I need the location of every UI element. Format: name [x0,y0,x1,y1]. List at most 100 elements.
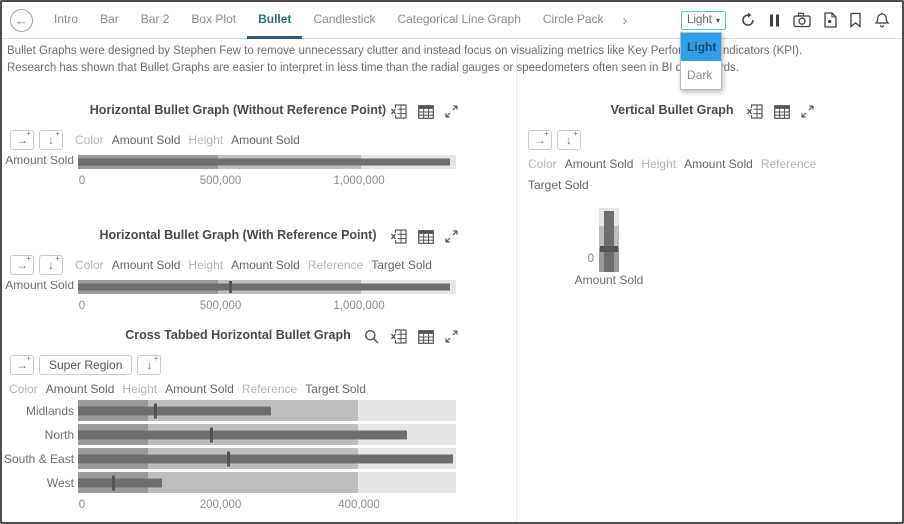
excel-export-icon[interactable] [390,329,407,344]
shelf-role-label[interactable]: Reference [241,382,298,396]
tab-box-plot[interactable]: Box Plot [191,11,237,26]
tab-bar[interactable]: Bar [100,11,119,26]
excel-export-icon[interactable] [746,104,763,119]
data-table-icon[interactable] [418,104,434,119]
shelf-field[interactable]: Amount Sold [231,132,300,147]
shelf-field[interactable]: Amount Sold [111,257,181,272]
row-label: South & East [4,451,75,466]
excel-export-icon[interactable] [390,104,407,119]
bullet-row: North [4,424,472,445]
shelf-role-label[interactable]: Height [641,157,677,171]
tab-intro[interactable]: Intro [54,11,79,26]
row-label: Midlands [25,403,74,418]
shelf-field[interactable]: Amount Sold [564,157,634,171]
maximize-icon[interactable] [445,230,458,243]
bullet-track[interactable] [78,472,456,493]
shelf-role-label[interactable]: Height [122,382,158,396]
notifications-icon[interactable] [874,12,890,28]
bullet-track[interactable] [78,155,456,169]
pause-icon[interactable] [768,13,781,28]
theme-option-dark[interactable]: Dark [687,67,713,82]
data-table-icon[interactable] [418,329,434,344]
shelf-role-label[interactable]: Color [75,257,104,272]
export-pdf-icon[interactable] [823,12,837,28]
shelf-line-1: Color Amount Sold Height Amount Sold Referen… [528,157,902,171]
axis: 0 500,000 1,000,000 [78,297,456,313]
axis-tick-label: 0 [78,499,86,511]
add-down-button[interactable]: ↓ + [137,354,162,375]
bullet-track[interactable] [78,400,456,421]
maximize-icon[interactable] [445,105,458,118]
toolbar-actions [740,12,890,28]
measure-bar [78,158,451,166]
tab-circle-pack[interactable]: Circle Pack [542,11,604,26]
panel-tools: → + Super Region ↓ + [10,354,162,375]
add-right-icon: → [16,132,28,147]
shelf-field[interactable]: Amount Sold [231,257,300,272]
shelf-field[interactable]: Target Sold [305,382,366,396]
bullet-track[interactable] [78,280,456,294]
axis-tick-label: 400,000 [338,499,380,511]
tab-categorical-line-graph[interactable]: Categorical Line Graph [397,11,521,26]
shelf-role-label[interactable]: Color [9,382,38,396]
add-down-button[interactable]: ↓ + [39,129,63,150]
excel-export-icon[interactable] [390,229,407,244]
add-down-button[interactable]: ↓ + [557,129,581,150]
camera-icon[interactable] [793,12,811,28]
reference-tick [153,403,157,418]
shelf-field[interactable]: Amount Sold [111,132,181,147]
shelf-role-label[interactable]: Height [188,132,224,147]
shelf-field[interactable]: Target Sold [528,178,589,192]
refresh-icon[interactable] [740,12,756,28]
bullet-track[interactable] [78,424,456,445]
shelf-role-label[interactable]: Height [188,257,224,272]
bullet-track[interactable] [78,448,456,469]
add-down-icon: ↓ [566,132,572,147]
panel-vertical-bullet: Vertical Bullet Graph → + ↓ + Color Amount S… [522,103,902,292]
theme-option-light[interactable]: Light [681,32,722,61]
add-down-icon: ↓ [48,257,54,272]
shelf-role-label[interactable]: Color [75,132,104,147]
add-down-button[interactable]: ↓ + [39,254,63,275]
shelf-field[interactable]: Amount Sold [165,382,234,396]
tab-bullet[interactable]: Bullet [247,2,303,39]
back-button[interactable]: ← [10,8,33,32]
panel-icons [364,329,458,344]
shelf-field[interactable]: Target Sold [371,257,432,272]
shelf-field[interactable]: Amount Sold [684,157,753,171]
add-right-button[interactable]: → + [10,354,34,375]
shelf-line-2: Target Sold [528,178,902,192]
axis-tick-label: 0 [78,300,86,312]
reference-tick [227,451,230,466]
shelf-role-label[interactable]: Reference [760,157,817,171]
reference-tick [600,246,618,253]
grouping-chip[interactable]: Super Region [39,354,133,375]
row-label: Amount Sold [5,155,74,167]
bookmark-icon[interactable] [849,12,862,28]
shelf-field[interactable]: Amount Sold [45,382,115,396]
rows: Amount Sold [4,279,472,295]
add-right-button[interactable]: → + [528,129,552,150]
vertical-track[interactable] [599,208,619,272]
more-tabs-chevron-icon[interactable]: › [622,12,628,28]
data-table-icon[interactable] [774,104,790,119]
shelf-role-label[interactable]: Color [528,157,557,171]
add-right-button[interactable]: → + [10,129,34,150]
add-right-icon: → [16,357,28,372]
theme-dropdown-button[interactable]: Light ▾ [681,10,726,30]
search-icon[interactable] [364,329,379,344]
measure-bar [78,478,162,487]
add-right-button[interactable]: → + [10,254,34,275]
panel-tools: → + ↓ + [10,129,63,150]
bullet-row: Midlands [4,400,472,421]
panel-header: Vertical Bullet Graph [522,103,902,121]
panel-controls: → + ↓ + Color Amount Sold Height Amount Sold [10,129,472,150]
reference-tick [209,427,213,442]
data-table-icon[interactable] [418,229,434,244]
maximize-icon[interactable] [801,105,814,118]
maximize-icon[interactable] [445,330,458,343]
tab-bar-2[interactable]: Bar 2 [140,11,170,26]
shelf-role-label[interactable]: Reference [307,257,364,272]
tab-candlestick[interactable]: Candlestick [313,11,376,26]
panel-header: Horizontal Bullet Graph (Without Referen… [4,103,472,121]
